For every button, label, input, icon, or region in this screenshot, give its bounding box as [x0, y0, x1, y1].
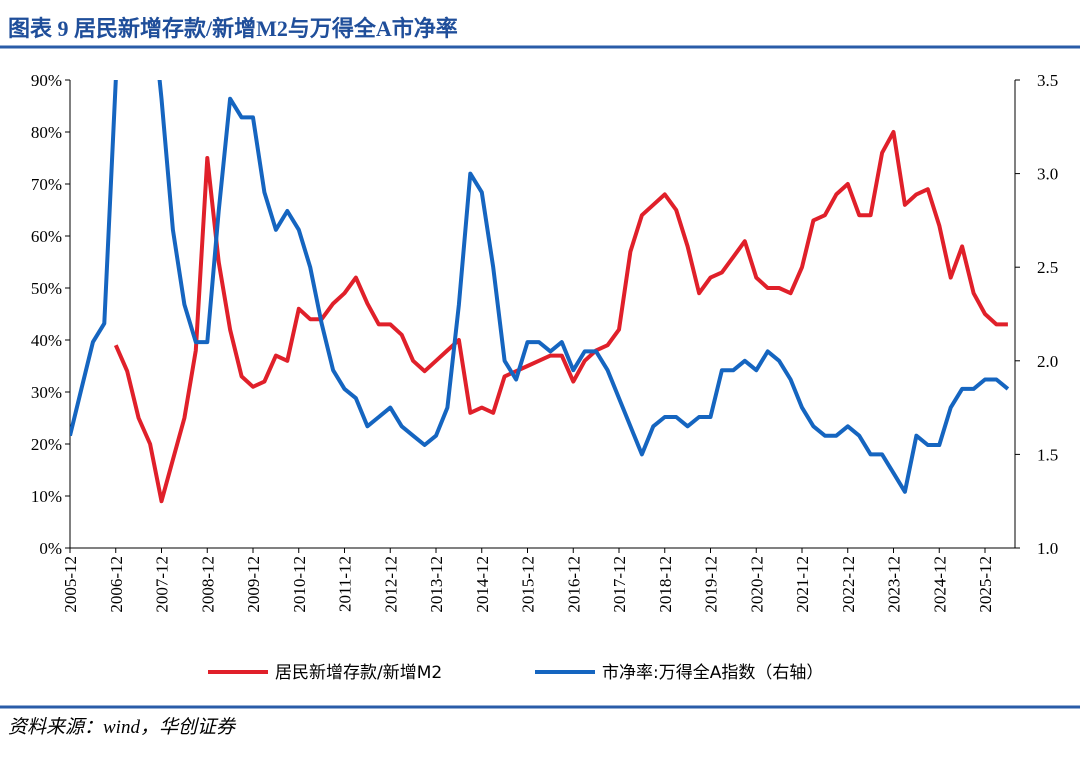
- y2-tick-label: 2.5: [1037, 258, 1058, 277]
- series-line: [70, 80, 1010, 494]
- y-tick-label: 90%: [31, 71, 62, 90]
- y2-tick-label: 2.0: [1037, 352, 1058, 371]
- legend-label: 居民新增存款/新增M2: [275, 663, 442, 683]
- x-tick-label: 2010-12: [290, 556, 309, 613]
- series-line: [113, 130, 1008, 504]
- x-tick-label: 2007-12: [153, 556, 172, 613]
- x-tick-label: 2013-12: [427, 556, 446, 613]
- x-tick-label: 2020-12: [747, 556, 766, 613]
- x-tick-label: 2022-12: [839, 556, 858, 613]
- x-tick-label: 2006-12: [107, 556, 126, 613]
- x-tick-label: 2012-12: [381, 556, 400, 613]
- y-tick-label: 30%: [31, 383, 62, 402]
- x-tick-label: 2011-12: [336, 556, 355, 612]
- y-tick-label: 40%: [31, 331, 62, 350]
- y-tick-label: 50%: [31, 279, 62, 298]
- y2-tick-label: 1.5: [1037, 445, 1058, 464]
- y2-tick-label: 1.0: [1037, 539, 1058, 558]
- y-tick-label: 80%: [31, 123, 62, 142]
- y-tick-label: 20%: [31, 435, 62, 454]
- x-tick-label: 2014-12: [473, 556, 492, 613]
- x-tick-label: 2019-12: [702, 556, 721, 613]
- x-tick-label: 2021-12: [793, 556, 812, 613]
- x-tick-label: 2005-12: [61, 556, 80, 613]
- legend-label: 市净率:万得全A指数（右轴）: [602, 663, 823, 683]
- y2-tick-label: 3.0: [1037, 165, 1058, 184]
- x-tick-label: 2015-12: [519, 556, 538, 613]
- x-tick-label: 2009-12: [244, 556, 263, 613]
- y2-tick-label: 3.5: [1037, 71, 1058, 90]
- y-tick-label: 60%: [31, 227, 62, 246]
- source-note: 资料来源：wind，华创证券: [8, 716, 237, 738]
- x-tick-label: 2025-12: [976, 556, 995, 613]
- x-tick-label: 2016-12: [564, 556, 583, 613]
- y-tick-label: 70%: [31, 175, 62, 194]
- x-tick-label: 2017-12: [610, 556, 629, 613]
- x-tick-label: 2024-12: [930, 556, 949, 613]
- x-tick-label: 2018-12: [656, 556, 675, 613]
- plot-area: [70, 80, 1010, 504]
- y-tick-label: 10%: [31, 487, 62, 506]
- x-tick-label: 2023-12: [885, 556, 904, 613]
- chart-title: 图表 9 居民新增存款/新增M2与万得全A市净率: [8, 16, 458, 41]
- y-tick-label: 0%: [39, 539, 62, 558]
- x-tick-label: 2008-12: [198, 556, 217, 613]
